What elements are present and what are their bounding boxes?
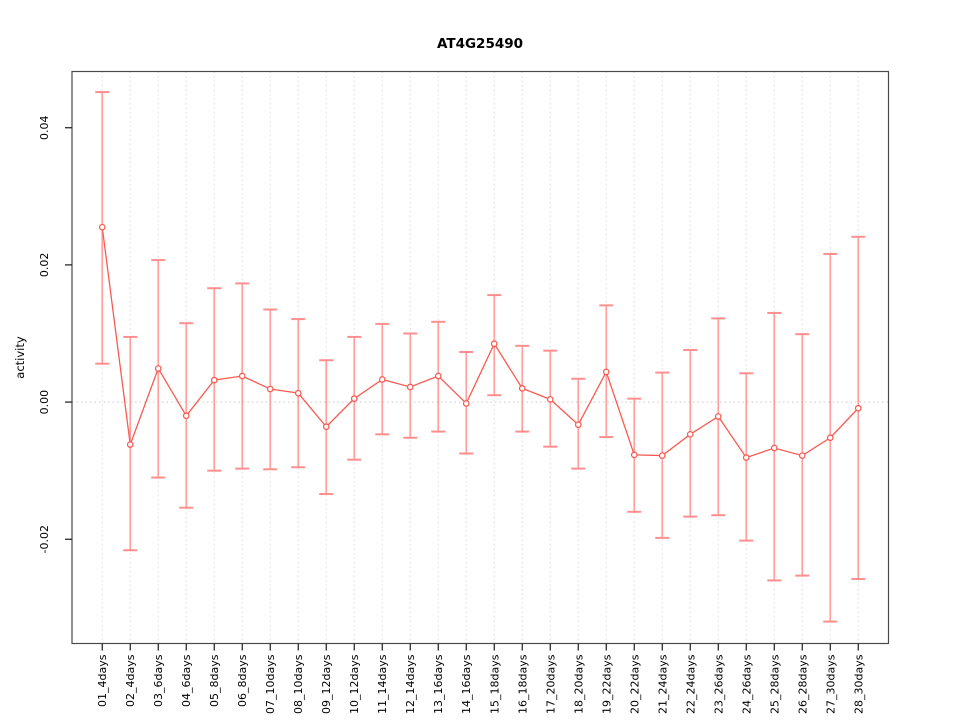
data-point xyxy=(490,340,498,348)
x-tick-label: 23_26days xyxy=(712,654,725,714)
error-bars xyxy=(95,91,866,623)
data-point xyxy=(518,385,526,392)
y-tick-label: 0.00 xyxy=(38,390,51,415)
x-tick-label: 24_26days xyxy=(740,654,753,714)
chart-title: AT4G25490 xyxy=(437,36,523,52)
x-tick-label: 25_28days xyxy=(768,654,781,714)
data-point xyxy=(434,372,442,380)
x-tick-label: 26_28days xyxy=(796,654,809,714)
x-tick-label: 18_20days xyxy=(572,654,585,714)
x-tick-label: 11_14days xyxy=(376,654,389,714)
data-point xyxy=(826,434,834,442)
data-point xyxy=(154,365,162,372)
x-tick-label: 04_6days xyxy=(180,654,193,707)
x-tick-label: 22_24days xyxy=(684,654,697,714)
data-point xyxy=(574,421,582,429)
x-tick-label: 02_4days xyxy=(124,654,137,707)
x-tick-label: 06_8days xyxy=(236,654,249,707)
x-tick-label: 01_4days xyxy=(96,654,109,707)
data-point xyxy=(294,389,302,397)
data-point xyxy=(770,444,778,452)
x-tick-label: 28_30days xyxy=(852,654,865,714)
data-point xyxy=(350,395,358,403)
data-point xyxy=(798,452,806,459)
y-tick-label: -0.02 xyxy=(38,525,51,553)
data-point xyxy=(630,451,638,459)
x-tick-label: 05_8days xyxy=(208,654,221,707)
data-point xyxy=(266,385,274,393)
data-point xyxy=(378,376,386,383)
data-point xyxy=(546,395,554,403)
gridlines xyxy=(72,71,889,644)
axes: -0.02 0.00 0.02 0.04 01_4days 02_4days 03_6day… xyxy=(38,70,890,714)
data-point xyxy=(182,412,190,420)
data-series xyxy=(98,223,862,461)
x-tick-label: 17_20days xyxy=(544,654,557,714)
data-point xyxy=(238,372,246,380)
data-point xyxy=(126,441,134,448)
data-point xyxy=(714,413,722,420)
x-tick-label: 07_10days xyxy=(264,654,277,714)
data-point xyxy=(742,454,750,461)
data-point xyxy=(658,452,666,459)
data-point xyxy=(462,400,470,407)
x-tick-label: 19_22days xyxy=(600,654,613,714)
x-tick-label: 13_16days xyxy=(432,654,445,714)
x-tick-label: 27_30days xyxy=(824,654,837,714)
data-point xyxy=(322,423,330,431)
data-point xyxy=(406,383,414,391)
data-point xyxy=(854,404,862,412)
x-tick-label: 16_18days xyxy=(516,654,529,714)
y-tick-label: 0.04 xyxy=(38,115,51,140)
x-tick-label: 08_10days xyxy=(292,654,305,714)
series-line xyxy=(101,227,859,459)
x-tick-label: 21_24days xyxy=(656,654,669,714)
x-tick-label: 10_12days xyxy=(348,654,361,714)
data-point xyxy=(210,376,218,384)
x-tick-label: 09_12days xyxy=(320,654,333,714)
y-axis-label: activity xyxy=(13,336,27,379)
plot-border xyxy=(71,70,890,645)
data-point xyxy=(602,368,610,376)
x-tick-label: 03_6days xyxy=(152,654,165,707)
data-point xyxy=(686,430,694,438)
y-tick-label: 0.02 xyxy=(38,253,51,278)
data-point xyxy=(98,223,106,231)
x-tick-label: 12_14days xyxy=(404,654,417,714)
x-tick-label: 20_22days xyxy=(628,654,641,714)
x-tick-label: 15_18days xyxy=(488,654,501,714)
x-tick-label: 14_16days xyxy=(460,654,473,714)
